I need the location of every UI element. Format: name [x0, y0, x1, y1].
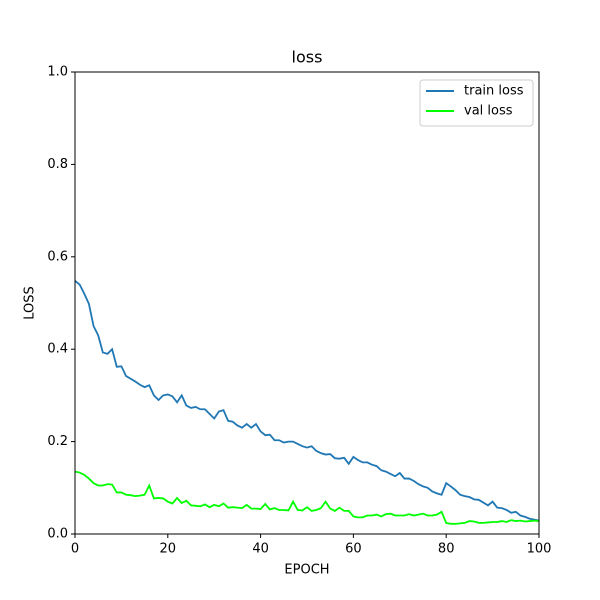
- line: [74, 280, 540, 522]
- line: [74, 470, 540, 525]
- y-tick-label: 0.0: [47, 527, 68, 542]
- legend-label: train loss: [464, 84, 524, 99]
- x-tick-label: 40: [252, 542, 269, 557]
- x-tick-label: 0: [71, 542, 79, 557]
- y-tick-label: 0.4: [47, 342, 68, 357]
- y-tick-label: 0.8: [47, 157, 68, 172]
- x-axis-label: EPOCH: [284, 563, 329, 578]
- y-tick-label: 0.2: [47, 434, 68, 449]
- x-tick-label: 100: [527, 542, 552, 557]
- y-axis-label: LOSS: [23, 286, 38, 320]
- plot-frame: [74, 71, 540, 535]
- chart-title: loss: [292, 48, 323, 67]
- x-tick-label: 60: [345, 542, 362, 557]
- x-tick-label: 80: [438, 542, 455, 557]
- x-tick-label: 20: [160, 542, 177, 557]
- y-tick-label: 0.6: [47, 249, 68, 264]
- y-tick-label: 1.0: [47, 65, 68, 80]
- legend-label: val loss: [464, 104, 513, 119]
